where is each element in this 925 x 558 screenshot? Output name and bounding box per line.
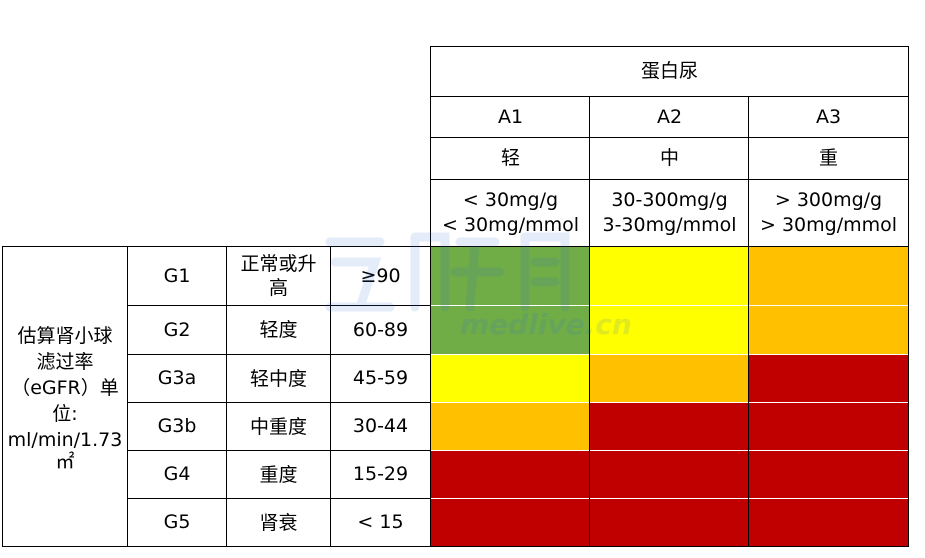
risk-cell-g2-a2: [590, 306, 748, 354]
grid-line: [127, 498, 431, 499]
risk-cell-g5-a3: [749, 499, 908, 546]
grid-line: [2, 246, 909, 247]
risk-cell-g4-a1: [431, 451, 589, 498]
grid-line: [431, 46, 909, 47]
risk-cell-g5-a1: [431, 499, 589, 546]
grid-line: [430, 46, 431, 547]
grid-line: [748, 96, 749, 547]
category-range-a2: 30-300mg/g 3-30mg/mmol: [590, 180, 749, 246]
grid-line: [226, 246, 227, 547]
range-mg-mmol: > 30mg/mmol: [759, 214, 898, 236]
grid-line: [2, 546, 909, 547]
grade-cell: G2: [163, 318, 191, 341]
risk-cell-g3b-a3: [749, 403, 908, 450]
category-level-a2: 中: [659, 147, 679, 169]
grade-cell: G4: [163, 463, 191, 485]
grade-description: 中重度: [249, 415, 307, 438]
category-code-a3: A3: [815, 105, 842, 128]
grade-cell: G5: [163, 511, 191, 533]
risk-cell-g4-a3: [749, 451, 908, 498]
egfr-range: 45-59: [352, 367, 409, 389]
grid-line: [589, 96, 590, 547]
egfr-label-line: ml/min/1.73: [7, 428, 123, 451]
grid-line: [127, 246, 128, 547]
category-range-a1: < 30mg/g < 30mg/mmol: [431, 180, 590, 246]
proteinuria-header: 蛋白尿: [640, 60, 698, 82]
grid-line: [127, 450, 431, 451]
egfr-range: < 15: [357, 511, 404, 533]
risk-cell-g1-a2: [590, 247, 748, 305]
category-code-a1: A1: [497, 105, 524, 128]
grade-cell: G3a: [157, 367, 197, 389]
risk-cell-g4-a2: [590, 451, 748, 498]
grade-cell: G3b: [157, 415, 197, 437]
egfr-range: 60-89: [352, 318, 409, 341]
grade-description: 重度: [259, 463, 298, 486]
egfr-range: 15-29: [352, 463, 409, 485]
egfr-label-line: 位:: [52, 402, 78, 425]
risk-cell-g3b-a2: [590, 403, 748, 450]
egfr-range: ≥90: [360, 264, 401, 287]
egfr-label-line: 估算肾小球: [17, 324, 113, 347]
egfr-label-line: 滤过率: [36, 350, 94, 373]
risk-cell-g2-a1: [431, 306, 589, 354]
egfr-label-line: （eGFR）单: [11, 376, 119, 399]
egfr-label-line: ㎡: [55, 450, 75, 473]
risk-cell-g1-a3: [749, 247, 908, 305]
risk-cell-g3b-a1: [431, 403, 589, 450]
risk-cell-g3a-a3: [749, 355, 908, 402]
grid-line: [127, 402, 431, 403]
grid-line: [330, 246, 331, 547]
risk-cell-g1-a1: [431, 247, 589, 305]
category-code-a2: A2: [656, 105, 683, 128]
risk-cell-g3a-a2: [590, 355, 748, 402]
egfr-range: 30-44: [352, 415, 409, 437]
category-level-a3: 重: [818, 147, 838, 169]
range-mg-g: < 30mg/g: [462, 189, 559, 211]
range-mg-mmol: 3-30mg/mmol: [602, 214, 737, 236]
grade-description: 轻度: [259, 319, 298, 341]
risk-cell-g2-a3: [749, 306, 908, 354]
range-mg-g: > 300mg/g: [774, 189, 883, 211]
category-level-a1: 轻: [500, 147, 520, 169]
range-mg-mmol: < 30mg/mmol: [441, 214, 580, 236]
range-mg-g: 30-300mg/g: [611, 189, 728, 211]
grid-line: [127, 305, 431, 306]
grade-cell: G1: [163, 264, 191, 287]
risk-cell-g5-a2: [590, 499, 748, 546]
category-range-a3: > 300mg/g > 30mg/mmol: [749, 180, 908, 246]
grade-description: 轻中度: [249, 367, 307, 390]
grid-line: [908, 46, 909, 547]
risk-cell-g3a-a1: [431, 355, 589, 402]
egfr-label: 估算肾小球 滤过率 （eGFR）单 位: ml/min/1.73 ㎡: [3, 247, 127, 546]
grid-line: [431, 96, 909, 97]
grid-line: [2, 246, 3, 547]
grid-line: [127, 354, 431, 355]
grid-line: [431, 137, 909, 138]
grade-description: 肾衰: [259, 511, 298, 534]
grid-line: [431, 179, 909, 180]
grade-description: 正常或升高: [240, 253, 317, 299]
